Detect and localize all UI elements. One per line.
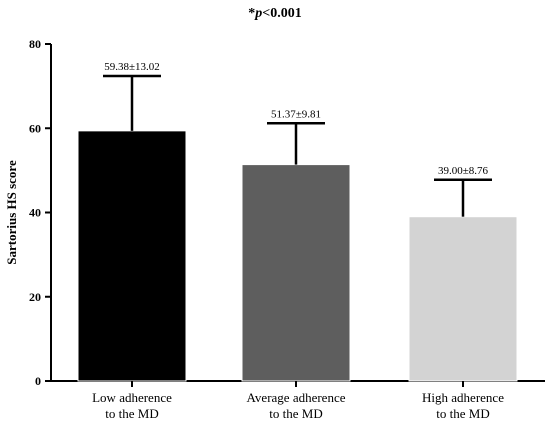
bar [408, 216, 518, 382]
bar [241, 164, 351, 382]
x-tick-label: to the MD [105, 406, 158, 421]
title-asterisk: * [248, 6, 256, 21]
y-axis-title: Sartorius HS score [4, 160, 19, 265]
x-tick-label: to the MD [269, 406, 322, 421]
y-tick-label: 40 [29, 206, 41, 220]
x-tick-label: High adherence [422, 390, 504, 405]
x-tick-label: Average adherence [247, 390, 346, 405]
y-tick-label: 0 [35, 374, 41, 388]
y-tick-label: 20 [29, 290, 41, 304]
title-threshold: <0.001 [262, 6, 302, 21]
data-label: 59.38±13.02 [104, 61, 160, 73]
bar [77, 130, 187, 382]
x-tick-label: Low adherence [92, 390, 172, 405]
chart-title: *p<0.001 [0, 6, 550, 22]
title-p-symbol: p [255, 6, 263, 21]
y-tick-label: 80 [29, 37, 41, 51]
x-tick-label: to the MD [436, 406, 489, 421]
data-label: 39.00±8.76 [438, 165, 489, 177]
y-tick-label: 60 [29, 121, 41, 135]
data-label: 51.37±9.81 [271, 108, 321, 120]
